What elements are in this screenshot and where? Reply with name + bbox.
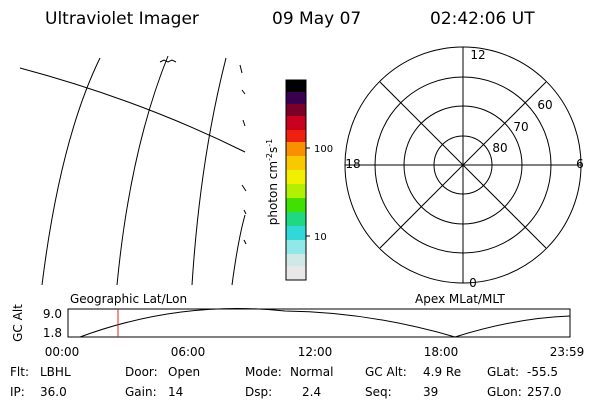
polar-plot: 12 18 6 0 60 70 80 xyxy=(344,46,584,290)
info-label: IP: xyxy=(10,385,25,399)
info-label: Flt: xyxy=(10,365,29,379)
info-value: 257.0 xyxy=(527,385,561,399)
unit-exponent: -2 xyxy=(265,153,274,161)
colorbar: 100 10 photon cm-2s-1 xyxy=(265,79,333,281)
title: Ultraviolet Imager xyxy=(45,9,199,29)
info-value: Open xyxy=(168,365,200,379)
meridian xyxy=(41,57,101,286)
info-value: LBHL xyxy=(40,365,71,379)
meridian xyxy=(116,55,169,286)
info-label: Seq: xyxy=(365,385,392,399)
meridian xyxy=(231,214,246,286)
info-label: Dsp: xyxy=(245,385,272,399)
info-value: Normal xyxy=(290,365,333,379)
info-value: 14 xyxy=(168,385,183,399)
mlt-spoke xyxy=(379,81,547,249)
x-tick-label: 00:00 xyxy=(45,345,80,359)
lat-label: 80 xyxy=(492,141,507,155)
color-swatch xyxy=(286,254,306,266)
orbit-title: Apex MLat/MLT xyxy=(415,292,505,306)
color-swatch xyxy=(286,240,306,254)
colorbar-label: photon cm-2s-1 xyxy=(265,139,280,226)
x-tick-label: 18:00 xyxy=(424,345,459,359)
color-swatch xyxy=(286,170,306,184)
color-swatch xyxy=(286,184,306,198)
meridian xyxy=(191,57,227,286)
color-swatch xyxy=(286,92,306,104)
coastline xyxy=(159,59,177,63)
color-swatch xyxy=(286,130,306,142)
mlt-label: 0 xyxy=(469,276,477,290)
y-tick-label: 1.8 xyxy=(43,326,62,340)
info-label: GC Alt: xyxy=(365,365,407,379)
orbit-title: Geographic Lat/Lon xyxy=(70,292,187,306)
info-label: Gain: xyxy=(125,385,157,399)
lat-label: 70 xyxy=(513,120,528,134)
unit-text: s xyxy=(266,147,280,153)
orbit-frame xyxy=(67,308,571,338)
info-value: 39 xyxy=(423,385,438,399)
info-label: Door: xyxy=(125,365,158,379)
footer-info: Flt: LBHL Door: Open Mode: Normal GC Alt: 4.9 R… xyxy=(10,365,561,399)
y-tick-label: 9.0 xyxy=(43,307,62,321)
colorbar-tick-label: 10 xyxy=(314,232,327,243)
mlt-label: 6 xyxy=(576,157,584,171)
info-value: 2.4 xyxy=(302,385,321,399)
x-tick-label: 23:59 xyxy=(550,345,585,359)
coastline xyxy=(239,64,247,245)
unit-text: photon cm xyxy=(266,161,280,225)
mlt-label: 18 xyxy=(345,157,360,171)
color-swatch xyxy=(286,156,306,170)
info-value: 4.9 Re xyxy=(423,365,461,379)
info-label: GLon: xyxy=(487,385,522,399)
x-tick-label: 12:00 xyxy=(298,345,333,359)
color-swatch xyxy=(286,142,306,156)
color-swatch xyxy=(286,212,306,226)
info-label: Mode: xyxy=(245,365,282,379)
info-value: -55.5 xyxy=(527,365,558,379)
color-swatch xyxy=(286,116,306,130)
date: 09 May 07 xyxy=(272,9,361,29)
latitude-line xyxy=(19,67,246,153)
unit-exponent: -1 xyxy=(265,139,274,147)
color-swatch xyxy=(286,226,306,240)
color-swatch xyxy=(286,266,306,280)
color-swatch xyxy=(286,198,306,212)
y-axis-label: GC Alt xyxy=(11,304,25,342)
color-swatch xyxy=(286,80,306,92)
colorbar-frame xyxy=(285,79,307,281)
altitude-curve xyxy=(79,308,571,338)
time: 02:42:06 UT xyxy=(430,9,535,29)
mlt-label: 12 xyxy=(470,48,485,62)
orbit-plot: Geographic Lat/Lon Apex MLat/MLT 9.0 1.8… xyxy=(11,292,584,359)
info-value: 36.0 xyxy=(40,385,67,399)
info-label: GLat: xyxy=(487,365,519,379)
x-tick-label: 06:00 xyxy=(171,345,206,359)
map-panel xyxy=(19,55,247,286)
lat-label: 60 xyxy=(537,98,552,112)
color-swatch xyxy=(286,104,306,116)
colorbar-tick-label: 100 xyxy=(314,144,333,155)
